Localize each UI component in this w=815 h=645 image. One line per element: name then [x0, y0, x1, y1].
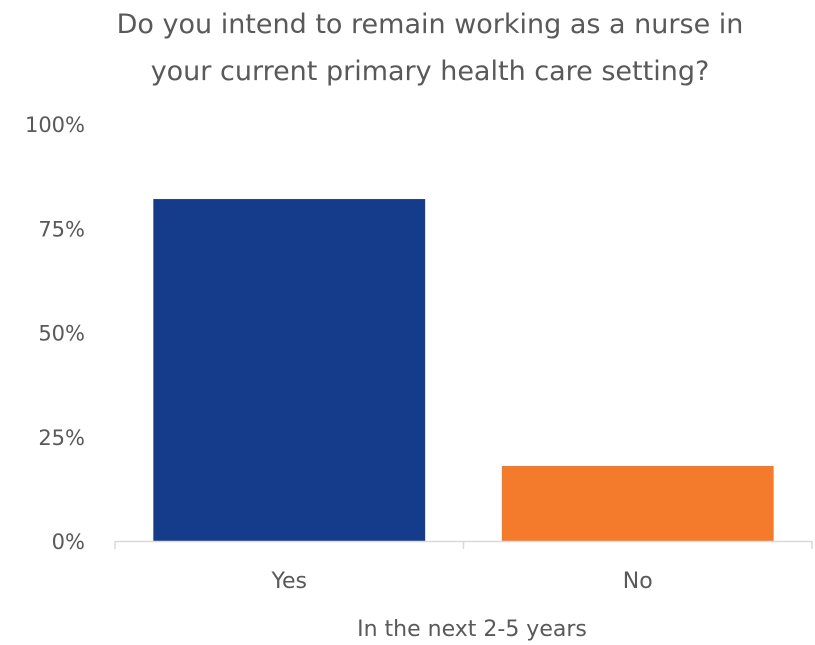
x-axis-title: In the next 2-5 years	[357, 617, 587, 642]
y-axis-tick-labels: 0% 25% 50% 75% 100%	[25, 113, 85, 554]
y-tick-label: 75%	[38, 217, 85, 241]
y-tick-label: 0%	[52, 530, 85, 554]
chart-title-line-1: Do you intend to remain working as a nur…	[117, 9, 744, 40]
bar-no	[501, 465, 774, 541]
x-axis	[114, 540, 813, 549]
category-label: Yes	[270, 569, 307, 594]
chart-title-line-2: your current primary health care setting…	[151, 56, 710, 87]
bar-yes	[153, 199, 426, 541]
bars-group	[153, 199, 774, 541]
category-labels: Yes No	[270, 569, 652, 594]
y-tick-label: 50%	[38, 322, 85, 346]
category-label: No	[623, 569, 653, 594]
y-tick-label: 25%	[38, 426, 85, 450]
y-tick-label: 100%	[25, 113, 85, 137]
